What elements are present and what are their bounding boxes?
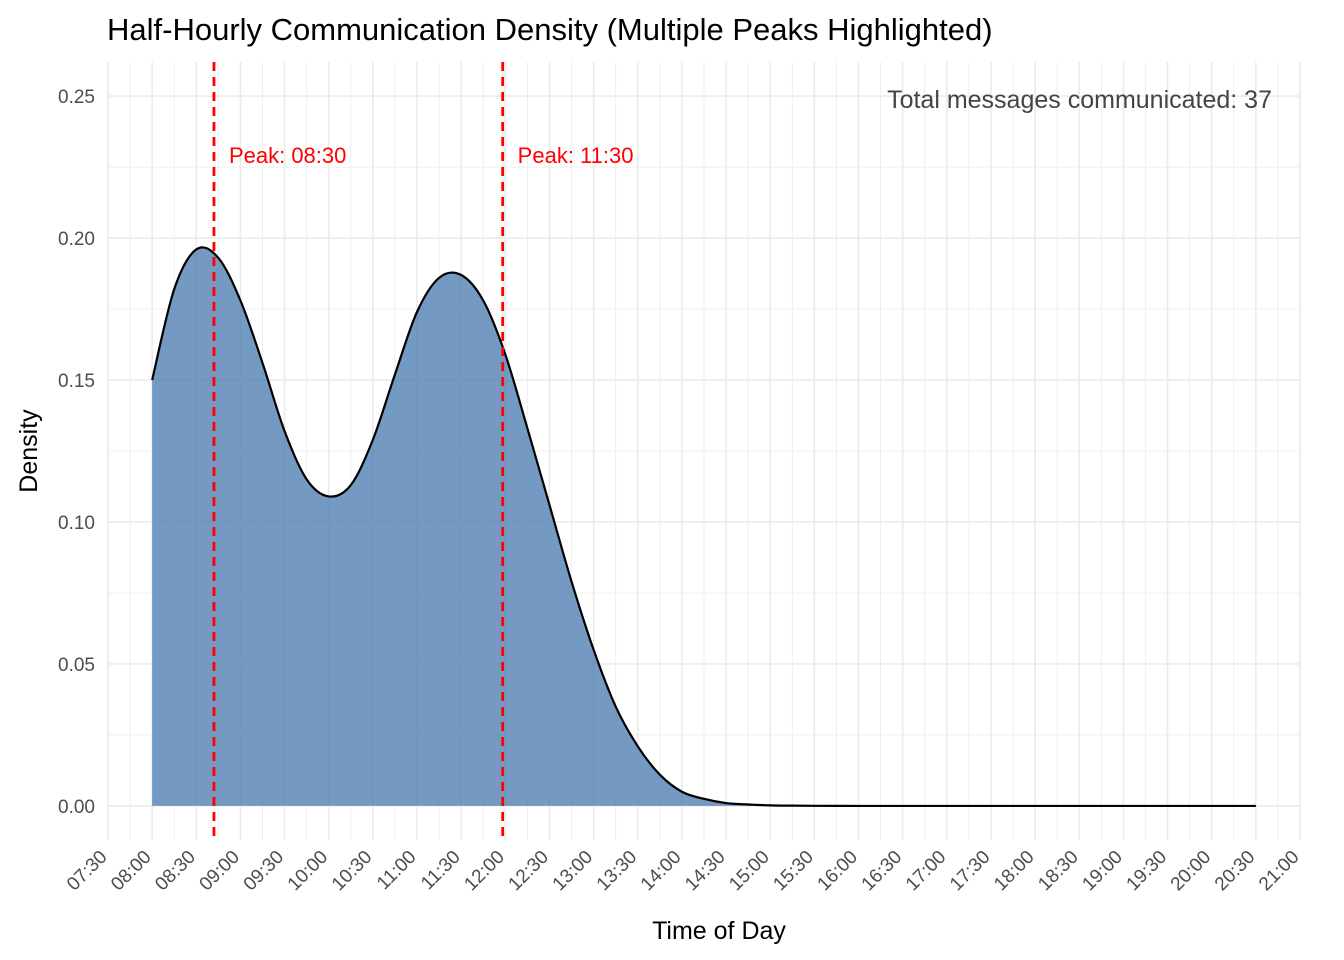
x-tick-label: 11:00: [373, 847, 420, 894]
x-tick-label: 14:00: [637, 847, 685, 895]
x-tick-label: 12:00: [460, 847, 508, 895]
density-area: [151, 246, 1256, 808]
x-tick-label: 16:00: [814, 847, 862, 895]
y-tick-label: 0.25: [58, 87, 95, 108]
x-tick-label: 17:30: [946, 847, 994, 895]
peak-label-1: Peak: 08:30: [229, 143, 346, 168]
x-tick-label: 21:00: [1255, 847, 1303, 895]
x-tick-label: 12:30: [505, 847, 553, 895]
x-tick-label: 10:30: [328, 847, 376, 895]
x-tick-label: 13:30: [593, 847, 641, 895]
x-tick-label: 09:30: [240, 847, 288, 895]
x-tick-label: 18:30: [1034, 847, 1082, 895]
y-axis-title: Density: [15, 409, 43, 493]
x-tick-label: 08:00: [107, 847, 155, 895]
density-fill: [152, 247, 1256, 806]
y-tick-label: 0.10: [58, 513, 95, 534]
y-axis-ticks: 0.00 0.05 0.10 0.15 0.20 0.25: [58, 87, 95, 818]
y-tick-label: 0.05: [58, 655, 95, 676]
x-tick-label: 19:30: [1123, 847, 1171, 895]
chart-title: Half-Hourly Communication Density (Multi…: [107, 12, 993, 47]
x-tick-label: 15:00: [725, 847, 773, 895]
x-axis-title: Time of Day: [652, 917, 786, 945]
x-tick-label: 13:00: [549, 847, 597, 895]
x-tick-label: 10:00: [284, 847, 332, 895]
density-line: [151, 246, 1256, 808]
y-tick-label: 0.00: [58, 797, 95, 818]
peak-markers: Peak: 08:30 Peak: 11:30: [212, 62, 634, 840]
peak-label-2: Peak: 11:30: [518, 143, 634, 168]
total-messages-annotation: Total messages communicated: 37: [887, 86, 1272, 114]
x-tick-label: 09:00: [196, 847, 244, 895]
y-tick-label: 0.15: [58, 371, 95, 392]
x-axis-ticks: 07:3008:0008:3009:0009:3010:0010:3011:00…: [63, 847, 1303, 895]
x-tick-label: 20:30: [1211, 847, 1259, 895]
x-tick-label: 20:00: [1167, 847, 1215, 895]
y-tick-label: 0.20: [58, 229, 95, 250]
x-tick-label: 19:00: [1078, 847, 1126, 895]
x-tick-label: 17:00: [902, 847, 950, 895]
x-tick-label: 18:00: [990, 847, 1038, 895]
x-tick-label: 14:30: [681, 847, 729, 895]
x-tick-label: 07:30: [63, 847, 111, 895]
x-tick-label: 08:30: [151, 847, 199, 895]
x-tick-label: 11:30: [417, 847, 464, 894]
x-tick-label: 16:30: [858, 847, 906, 895]
x-tick-label: 15:30: [769, 847, 817, 895]
